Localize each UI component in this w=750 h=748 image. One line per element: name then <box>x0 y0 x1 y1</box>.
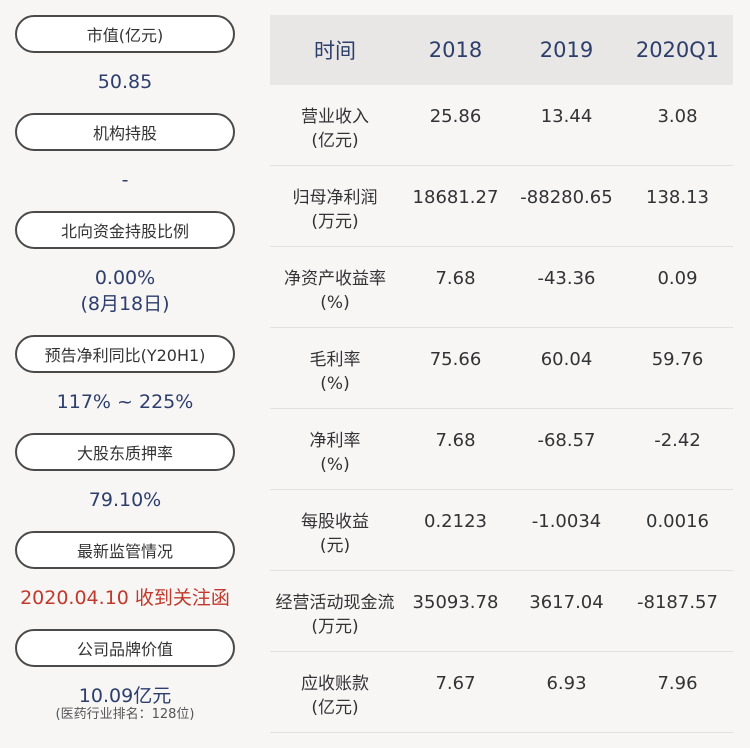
cell-value: 7.68 <box>435 430 476 451</box>
cell-value: -1.0034 <box>531 511 602 532</box>
row-label: 毛利率 (%) <box>309 350 361 394</box>
cell-value: 25.86 <box>429 106 482 127</box>
row-label: 净资产收益率 (%) <box>284 269 386 313</box>
header-2018: 2018 <box>428 38 483 62</box>
cell-value: 59.76 <box>651 349 704 370</box>
cell-value: 18681.27 <box>412 187 499 208</box>
cell-value: 0.2123 <box>424 511 487 532</box>
cell-value: 7.96 <box>657 673 698 694</box>
brand-rank: (医药行业排名：128位) <box>55 707 195 722</box>
cell-value: 3617.04 <box>529 592 604 613</box>
table-header: 时间 2018 2019 2020Q1 <box>270 15 733 85</box>
northbound-date: (8月18日) <box>80 293 170 315</box>
row-label: 每股收益 (元) <box>301 512 369 556</box>
cell-value: 0.0016 <box>646 511 709 532</box>
cell-value: -43.36 <box>537 268 596 289</box>
table-row: 净利率 (%) 7.68 -68.57 -2.42 <box>270 409 733 490</box>
cell-value: 6.93 <box>546 673 587 694</box>
market-cap-value: 50.85 <box>97 71 153 93</box>
cell-value: -68.57 <box>537 430 596 451</box>
cell-value: 13.44 <box>540 106 593 127</box>
row-label: 应收账款 (亿元) <box>301 674 369 718</box>
row-label: 营业收入 (亿元) <box>301 107 369 151</box>
cell-value: 35093.78 <box>412 592 499 613</box>
northbound-value: 0.00% <box>94 267 156 289</box>
market-cap-label: 市值(亿元) <box>15 15 235 53</box>
table-row: 净资产收益率 (%) 7.68 -43.36 0.09 <box>270 247 733 328</box>
cell-value: 75.66 <box>429 349 482 370</box>
brand-label: 公司品牌价值 <box>15 629 235 667</box>
cell-value: -88280.65 <box>520 187 613 208</box>
header-time: 时间 <box>314 39 356 63</box>
institution-label: 机构持股 <box>15 113 235 151</box>
cell-value: 3.08 <box>657 106 698 127</box>
cell-value: 7.67 <box>435 673 476 694</box>
left-panel: 市值(亿元) 50.85 机构持股 - 北向资金持股比例 0.00% (8月18… <box>0 0 250 748</box>
table-row: 每股收益 (元) 0.2123 -1.0034 0.0016 <box>270 490 733 571</box>
cell-value: 7.68 <box>435 268 476 289</box>
table-row: 毛利率 (%) 75.66 60.04 59.76 <box>270 328 733 409</box>
financial-table: 时间 2018 2019 2020Q1 营业收入 (亿元) 25.86 13.44… <box>270 15 733 733</box>
forecast-value: 117% ~ 225% <box>56 391 194 413</box>
cell-value: 0.09 <box>657 268 698 289</box>
cell-value: -2.42 <box>654 430 701 451</box>
institution-value: - <box>121 169 129 191</box>
table-row: 经营活动现金流 (万元) 35093.78 3617.04 -8187.57 <box>270 571 733 652</box>
cell-value: 60.04 <box>540 349 593 370</box>
regulation-label: 最新监管情况 <box>15 531 235 569</box>
table-row: 归母净利润 (万元) 18681.27 -88280.65 138.13 <box>270 166 733 247</box>
northbound-label: 北向资金持股比例 <box>15 211 235 249</box>
table-row: 应收账款 (亿元) 7.67 6.93 7.96 <box>270 652 733 733</box>
header-2019: 2019 <box>539 38 594 62</box>
cell-value: -8187.57 <box>637 592 718 613</box>
brand-value: 10.09亿元 <box>78 685 172 707</box>
row-label: 净利率 (%) <box>309 431 361 475</box>
header-2020q1: 2020Q1 <box>635 38 720 62</box>
pledge-value: 79.10% <box>88 489 162 511</box>
cell-value: 138.13 <box>646 187 709 208</box>
pledge-label: 大股东质押率 <box>15 433 235 471</box>
row-label: 经营活动现金流 (万元) <box>275 593 395 637</box>
forecast-label: 预告净利同比(Y20H1) <box>15 335 235 373</box>
table-row: 营业收入 (亿元) 25.86 13.44 3.08 <box>270 85 733 166</box>
regulation-value: 2020.04.10 收到关注函 <box>20 587 230 609</box>
row-label: 归母净利润 (万元) <box>292 188 378 232</box>
